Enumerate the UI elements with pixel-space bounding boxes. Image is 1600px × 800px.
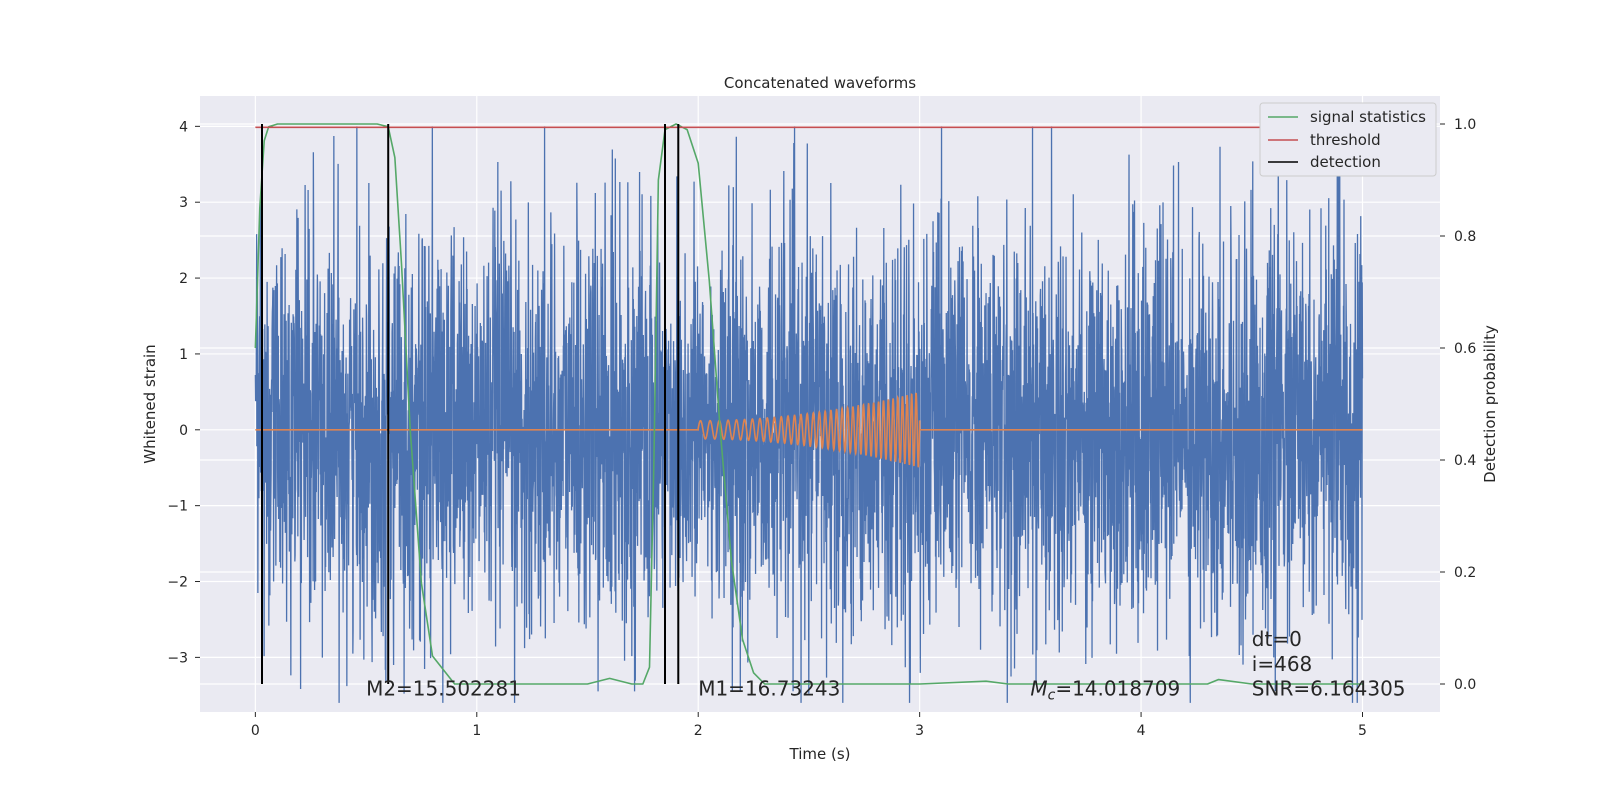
annotation-text: i=468 — [1252, 652, 1313, 676]
y2-axis-label: Detection probability — [1481, 325, 1499, 483]
legend-box — [1259, 102, 1437, 177]
x-tick-label: 5 — [1358, 723, 1367, 739]
x-tick-label: 1 — [472, 723, 481, 739]
y-tick-label: 0 — [179, 423, 188, 439]
x-tick-label: 2 — [694, 723, 703, 739]
legend-label-threshold: threshold — [1310, 131, 1381, 149]
y2-tick-label: 0.2 — [1454, 565, 1476, 581]
y-tick-label: −3 — [167, 650, 188, 666]
chirp-series — [255, 392, 1363, 468]
y-tick-label: 4 — [179, 119, 188, 135]
chirp-line — [255, 392, 1363, 468]
chart-title: Concatenated waveforms — [724, 74, 916, 92]
x-axis: 0 1 2 3 4 5 — [251, 712, 1367, 739]
noise-series — [254, 126, 1364, 703]
x-tick-label: 0 — [251, 723, 260, 739]
y-axis-right: 0.0 0.2 0.4 0.6 0.8 1.0 — [1440, 117, 1476, 693]
legend-label-detection: detection — [1310, 153, 1381, 171]
y2-tick-label: 0.0 — [1454, 677, 1476, 693]
y2-tick-label: 1.0 — [1454, 117, 1476, 133]
x-tick-label: 3 — [915, 723, 924, 739]
x-tick-label: 4 — [1137, 723, 1146, 739]
y-tick-label: 3 — [179, 195, 188, 211]
y2-tick-label: 0.6 — [1454, 341, 1476, 357]
y-tick-label: 1 — [179, 347, 188, 363]
y-tick-label: −1 — [167, 499, 188, 515]
detection-series — [261, 124, 680, 684]
y-tick-label: 2 — [179, 271, 188, 287]
annotation-text: M2=15.502281 — [366, 676, 521, 700]
annotation-text: M1=16.73243 — [698, 676, 840, 700]
annotation-text: Mc=14.018709 — [1030, 676, 1180, 703]
y2-tick-label: 0.8 — [1454, 229, 1476, 245]
signal-statistics-series — [254, 123, 1363, 685]
legend: signal statistics threshold detection — [1259, 102, 1437, 177]
annotation-text: dt=0 — [1252, 627, 1302, 651]
signal-statistics-line — [254, 123, 1363, 685]
y-tick-label: −2 — [167, 575, 188, 591]
legend-label-signal-statistics: signal statistics — [1310, 108, 1426, 126]
annotation-text: SNR=6.164305 — [1252, 676, 1406, 700]
y-axis-label: Whitened strain — [141, 344, 159, 463]
noise-line — [254, 126, 1364, 703]
x-axis-label: Time (s) — [789, 745, 851, 763]
y-axis-left: −3 −2 −1 0 1 2 3 4 — [167, 119, 200, 666]
annotations: M2=15.502281 M1=16.73243 Mc=14.018709 dt=0i… — [366, 627, 1405, 703]
y2-tick-label: 0.4 — [1454, 453, 1476, 469]
